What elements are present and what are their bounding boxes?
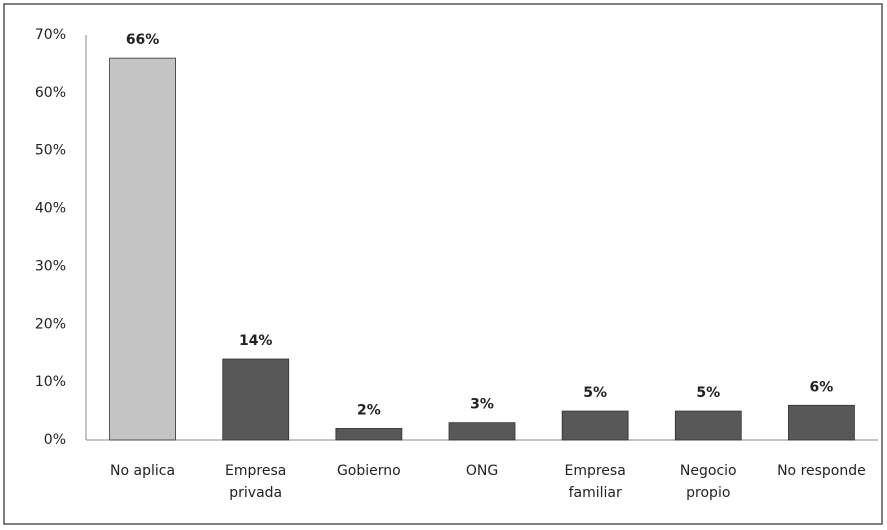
y-tick-label: 70% <box>35 27 66 43</box>
y-tick-label: 30% <box>35 258 66 274</box>
value-label: 14% <box>239 333 273 349</box>
x-tick-label: ONG <box>465 463 499 479</box>
value-label: 66% <box>126 32 160 48</box>
x-tick-label: Empresa privada <box>225 463 287 501</box>
y-tick-label: 50% <box>35 143 66 159</box>
x-tick-label: No responde <box>777 463 866 479</box>
chart-border <box>3 3 883 525</box>
bar <box>109 57 176 441</box>
bar <box>561 410 629 441</box>
bar <box>674 410 742 441</box>
y-tick-label: 10% <box>35 374 66 390</box>
x-tick-label: Gobierno <box>336 463 401 479</box>
y-tick-label: 0% <box>44 432 66 448</box>
bar <box>222 358 290 441</box>
value-label: 5% <box>583 385 607 401</box>
bar <box>788 404 855 441</box>
value-label: 2% <box>357 402 381 418</box>
value-label: 3% <box>470 397 494 413</box>
y-tick-label: 60% <box>35 85 66 101</box>
value-label: 5% <box>696 385 720 401</box>
value-label: 6% <box>810 379 834 395</box>
x-tick-label: Empresa familiar <box>564 463 626 501</box>
y-tick-label: 20% <box>35 316 66 332</box>
y-tick-label: 40% <box>35 201 66 217</box>
bar <box>335 428 403 441</box>
x-tick-label: No aplica <box>110 463 176 479</box>
bar <box>448 422 516 441</box>
x-tick-label: Negocio propio <box>679 463 737 501</box>
